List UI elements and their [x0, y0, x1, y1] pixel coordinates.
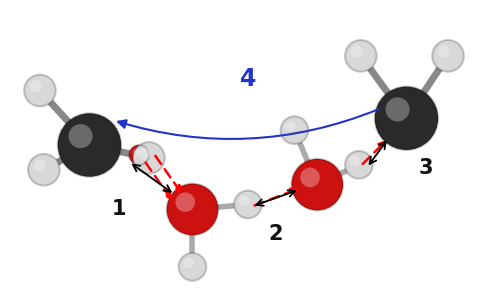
- Circle shape: [437, 45, 449, 57]
- Circle shape: [24, 75, 56, 106]
- FancyArrowPatch shape: [362, 142, 384, 164]
- Circle shape: [167, 184, 218, 235]
- FancyArrowPatch shape: [254, 189, 296, 206]
- FancyArrowPatch shape: [155, 156, 180, 191]
- Circle shape: [175, 192, 194, 212]
- FancyArrowPatch shape: [145, 163, 170, 198]
- Circle shape: [344, 40, 376, 72]
- Circle shape: [238, 195, 249, 206]
- Text: 2: 2: [268, 224, 282, 244]
- Circle shape: [344, 151, 372, 179]
- Text: 1: 1: [112, 199, 126, 219]
- Circle shape: [349, 156, 360, 166]
- Circle shape: [374, 86, 437, 150]
- Circle shape: [58, 113, 121, 177]
- Circle shape: [291, 159, 342, 211]
- Text: 4: 4: [239, 67, 255, 91]
- Circle shape: [183, 258, 193, 268]
- Circle shape: [33, 159, 46, 171]
- Circle shape: [384, 97, 409, 121]
- Circle shape: [349, 45, 362, 57]
- Circle shape: [178, 253, 206, 281]
- Circle shape: [300, 168, 319, 187]
- Circle shape: [431, 40, 463, 72]
- Circle shape: [68, 124, 93, 148]
- Circle shape: [285, 121, 295, 131]
- Circle shape: [133, 142, 164, 174]
- Text: 3: 3: [418, 158, 432, 178]
- Circle shape: [29, 80, 41, 92]
- Circle shape: [132, 148, 140, 156]
- Circle shape: [280, 116, 308, 144]
- Circle shape: [129, 145, 149, 165]
- Circle shape: [138, 147, 150, 159]
- Circle shape: [234, 191, 261, 218]
- Circle shape: [28, 154, 60, 186]
